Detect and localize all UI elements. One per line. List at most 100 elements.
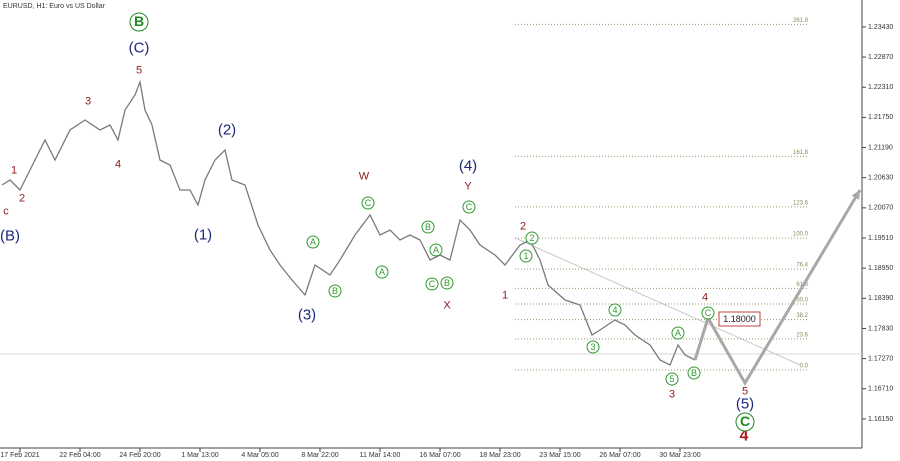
wave-label: B — [332, 286, 338, 296]
y-tick-label: 1.22870 — [868, 54, 893, 61]
wave-label: C — [466, 202, 473, 212]
x-tick-label: 23 Mar 15:00 — [539, 452, 580, 459]
wave-label: 3 — [669, 388, 675, 400]
y-tick-label: 1.20630 — [868, 175, 893, 182]
x-tick-label: 4 Mar 05:00 — [241, 452, 278, 459]
wave-label: (2) — [218, 121, 236, 138]
wave-label: A — [379, 267, 385, 277]
wave-label: A — [433, 245, 439, 255]
wave-label: B — [425, 222, 431, 232]
fib-label: 23.6 — [796, 332, 808, 338]
wave-label: B — [691, 368, 697, 378]
wave-circle — [429, 243, 443, 257]
wave-circle — [586, 340, 600, 354]
wave-label: 4 — [115, 158, 121, 170]
wave-label: 1 — [11, 164, 17, 176]
wave-label: (3) — [298, 306, 316, 323]
wave-circle — [687, 366, 701, 380]
wave-label: 5 — [742, 385, 748, 397]
wave-circle — [306, 235, 320, 249]
wave-label: C — [705, 308, 712, 318]
wave-label: C — [429, 279, 436, 289]
wave-label: 1 — [523, 251, 528, 261]
wave-label: B — [134, 13, 144, 29]
x-tick-label: 26 Mar 07:00 — [599, 452, 640, 459]
x-tick-label: 8 Mar 22:00 — [301, 452, 338, 459]
x-tick-label: 22 Feb 04:00 — [59, 452, 100, 459]
wave-circle — [129, 12, 149, 32]
fib-label: 100.0 — [793, 232, 809, 238]
wave-label: 5 — [669, 374, 674, 384]
wave-label: A — [675, 328, 681, 338]
wave-label: 1 — [502, 289, 508, 301]
fib-label: 161.8 — [793, 150, 809, 156]
y-tick-label: 1.16710 — [868, 386, 893, 393]
wave-label: 2 — [529, 233, 534, 243]
wave-label: 4 — [612, 305, 617, 315]
wave-label: A — [310, 237, 316, 247]
x-tick-label: 1 Mar 13:00 — [181, 452, 218, 459]
wave-label: (4) — [459, 157, 477, 174]
target-box — [718, 311, 761, 327]
y-tick-label: 1.20070 — [868, 205, 893, 212]
y-tick-label: 1.23430 — [868, 24, 893, 31]
x-tick-label: 16 Mar 07:00 — [419, 452, 460, 459]
wave-label: 4 — [702, 291, 708, 303]
x-tick-label: 30 Mar 23:00 — [659, 452, 700, 459]
y-tick-label: 1.18390 — [868, 295, 893, 302]
wave-circle — [462, 200, 476, 214]
wave-label: X — [443, 299, 451, 311]
wave-label: B — [444, 278, 450, 288]
x-tick-label: 17 Feb 2021 — [0, 452, 39, 459]
y-tick-label: 1.17830 — [868, 325, 893, 332]
wave-circle — [361, 196, 375, 210]
target-label: 1.18000 — [723, 314, 756, 324]
y-tick-label: 1.21190 — [868, 144, 893, 151]
wave-label: C — [740, 413, 750, 429]
chart-title: EURUSD, H1: Euro vs US Dollar — [3, 3, 106, 10]
y-tick-label: 1.22310 — [868, 84, 893, 91]
wave-label: (5) — [736, 395, 754, 412]
wave-label: 2 — [520, 220, 526, 232]
x-tick-label: 18 Mar 23:00 — [479, 452, 520, 459]
fib-label: 261.8 — [793, 18, 809, 24]
projection-line — [693, 189, 862, 386]
fib-label: 50.0 — [796, 298, 808, 304]
wave-label: (C) — [129, 39, 150, 56]
wave-label: (B) — [0, 227, 20, 244]
y-tick-label: 1.16150 — [868, 416, 893, 423]
wave-label: (1) — [194, 226, 212, 243]
wave-circle — [421, 220, 435, 234]
wave-label: 3 — [85, 95, 91, 107]
fib-label: 38.2 — [796, 313, 808, 319]
y-tick-label: 1.17270 — [868, 355, 893, 362]
wave-label: c — [3, 205, 9, 217]
wave-circle — [671, 326, 685, 340]
y-tick-label: 1.18950 — [868, 265, 893, 272]
wave-label: Y — [464, 180, 472, 192]
arrow-head — [851, 189, 860, 200]
wave-label: 2 — [19, 192, 25, 204]
wave-circle — [519, 249, 533, 263]
x-tick-label: 24 Feb 20:00 — [119, 452, 160, 459]
wave-circle — [425, 277, 439, 291]
wave-label: 5 — [136, 64, 142, 76]
wave-circle — [735, 412, 755, 432]
wave-label: W — [359, 170, 370, 182]
fib-label: 123.6 — [793, 200, 809, 206]
fib-label: 76.4 — [796, 263, 808, 269]
wave-circle — [375, 265, 389, 279]
wave-label: 4 — [740, 428, 749, 445]
y-tick-label: 1.19510 — [868, 235, 893, 242]
wave-label: 3 — [590, 342, 595, 352]
wave-circle — [328, 284, 342, 298]
wave-circle — [701, 306, 715, 320]
x-tick-label: 11 Mar 14:00 — [360, 452, 401, 459]
wave-label: C — [365, 198, 372, 208]
wave-circle — [525, 231, 539, 245]
wave-circle — [608, 303, 622, 317]
fib-label: 0.0 — [800, 364, 809, 370]
y-tick-label: 1.21750 — [868, 114, 893, 121]
